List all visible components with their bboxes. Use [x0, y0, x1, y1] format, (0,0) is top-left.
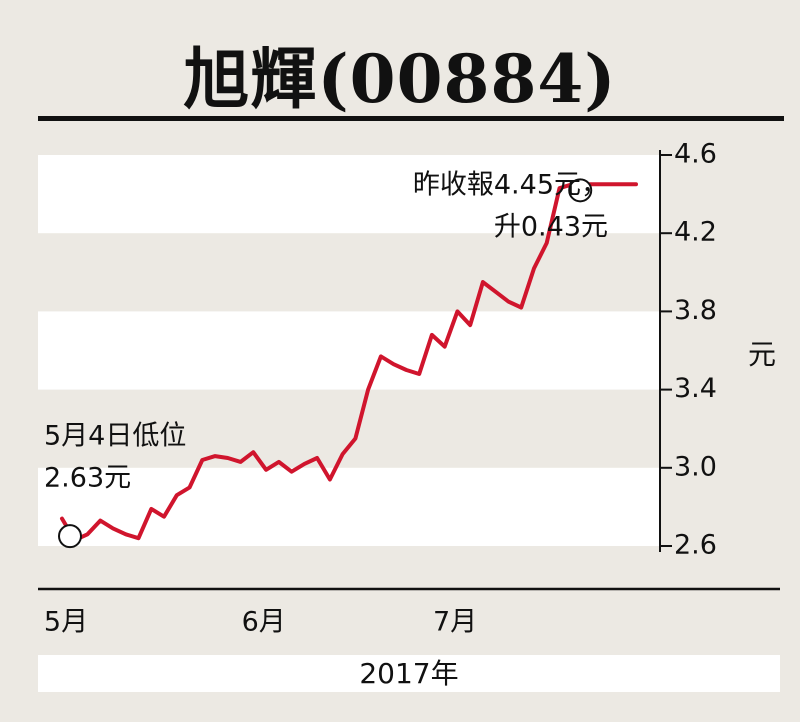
annotation-text: 2.63元: [44, 463, 131, 494]
title-rule: [38, 116, 784, 121]
axes: [38, 150, 780, 591]
grid-band: [38, 311, 660, 390]
annotation-layer: 5月4日低位 2.63元 昨收報4.45元， 升0.43元: [44, 170, 608, 549]
year-label: 2017年: [359, 657, 458, 690]
x-tick-label: 7月: [433, 607, 477, 638]
annotation-marker: [568, 178, 593, 203]
annotation-text: 昨收報4.45元，: [413, 170, 608, 201]
y-tick-label: 3.0: [674, 451, 717, 482]
x-axis-ticks: 5月 6月 7月: [44, 607, 477, 638]
y-axis-label: 元: [748, 338, 776, 371]
annotation-text: 5月4日低位: [44, 421, 186, 452]
y-tick-label: 4.6: [674, 139, 717, 170]
y-tick-label: 4.2: [674, 217, 717, 248]
chart-title: 旭輝(00884): [183, 40, 617, 118]
y-axis-ticks: 2.6 3.0 3.4 3.8 4.2 4.6: [660, 139, 717, 561]
annotation-marker: [58, 524, 82, 549]
y-tick-label: 2.6: [674, 530, 717, 561]
y-tick-label: 3.8: [674, 295, 717, 326]
annotation-text: 升0.43元: [494, 212, 608, 243]
series-layer: [60, 182, 638, 543]
x-tick-label: 5月: [44, 607, 88, 638]
price-line: [60, 182, 638, 543]
year-band: [38, 655, 780, 692]
x-tick-label: 6月: [242, 607, 286, 638]
y-tick-label: 3.4: [674, 373, 717, 404]
